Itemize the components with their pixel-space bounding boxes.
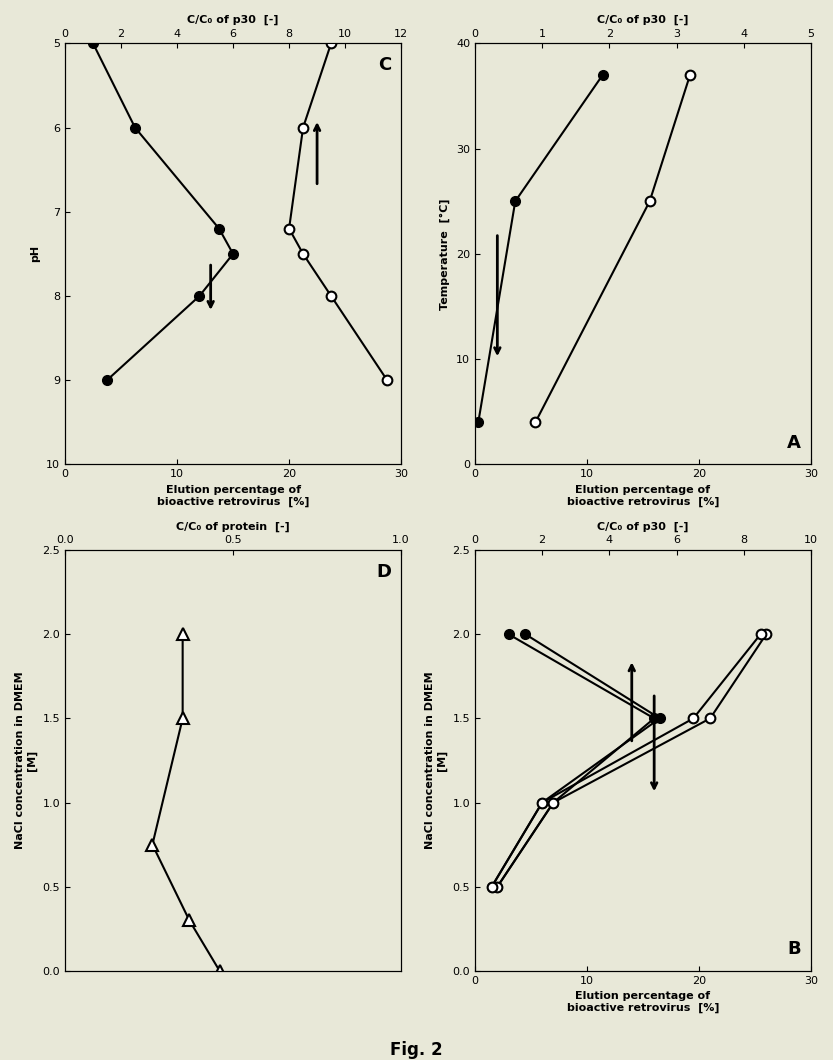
Y-axis label: NaCl concentration in DMEM
[M]: NaCl concentration in DMEM [M] — [15, 672, 37, 849]
Text: C: C — [377, 56, 391, 74]
Y-axis label: NaCl concentration in DMEM
[M]: NaCl concentration in DMEM [M] — [425, 672, 446, 849]
Y-axis label: pH: pH — [31, 245, 41, 263]
X-axis label: C/C₀ of p30  [-]: C/C₀ of p30 [-] — [597, 522, 689, 532]
Text: D: D — [376, 563, 391, 581]
X-axis label: Elution percentage of
bioactive retrovirus  [%]: Elution percentage of bioactive retrovir… — [566, 991, 719, 1013]
Text: Fig. 2: Fig. 2 — [390, 1041, 443, 1059]
Text: B: B — [787, 940, 801, 958]
Text: A: A — [787, 434, 801, 452]
X-axis label: C/C₀ of p30  [-]: C/C₀ of p30 [-] — [187, 15, 279, 25]
Y-axis label: Temperature  [°C]: Temperature [°C] — [440, 198, 451, 310]
X-axis label: C/C₀ of protein  [-]: C/C₀ of protein [-] — [177, 522, 290, 532]
X-axis label: C/C₀ of p30  [-]: C/C₀ of p30 [-] — [597, 15, 689, 25]
X-axis label: Elution percentage of
bioactive retrovirus  [%]: Elution percentage of bioactive retrovir… — [566, 484, 719, 507]
X-axis label: Elution percentage of
bioactive retrovirus  [%]: Elution percentage of bioactive retrovir… — [157, 484, 309, 507]
